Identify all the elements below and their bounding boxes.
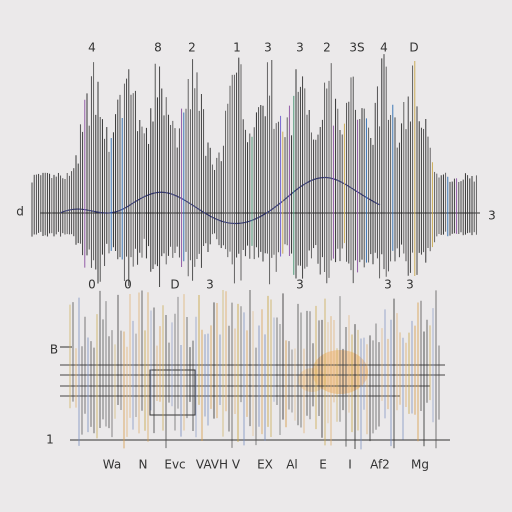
box	[149, 369, 196, 416]
mid-label: D	[170, 278, 179, 292]
bottom-label: E	[319, 458, 327, 472]
left-label: d	[16, 205, 24, 219]
bottom-label: Wa	[103, 458, 121, 472]
top-label: 2	[323, 41, 331, 55]
top-label: 4	[380, 41, 388, 55]
top-label: 8	[154, 41, 162, 55]
top-label: D	[409, 41, 418, 55]
mid-label: 3	[406, 278, 414, 292]
top-label: 3	[296, 41, 304, 55]
top-label: 1	[233, 41, 241, 55]
mid-label: 0	[88, 278, 96, 292]
top-label: 3	[264, 41, 272, 55]
mid-label: 3	[206, 278, 214, 292]
bottom-label: Mg	[411, 458, 429, 472]
mid-label: 3	[296, 278, 304, 292]
bottom-label: Evc	[164, 458, 185, 472]
bottom-label: EX	[257, 458, 273, 472]
top-label: 4	[88, 41, 96, 55]
top-label: 3S	[349, 41, 364, 55]
bottom-label: Af2	[370, 458, 390, 472]
mid-label: 3	[384, 278, 392, 292]
right-label: 3	[488, 209, 496, 223]
bottom-label: N	[139, 458, 148, 472]
left-label: 1	[46, 433, 54, 447]
bottom-label: I	[348, 458, 352, 472]
top-label: 2	[188, 41, 196, 55]
mid-label: 0	[124, 278, 132, 292]
bottom-label: Al	[286, 458, 298, 472]
left-label: B	[50, 343, 58, 357]
bottom-label: VAVH V	[196, 458, 241, 472]
